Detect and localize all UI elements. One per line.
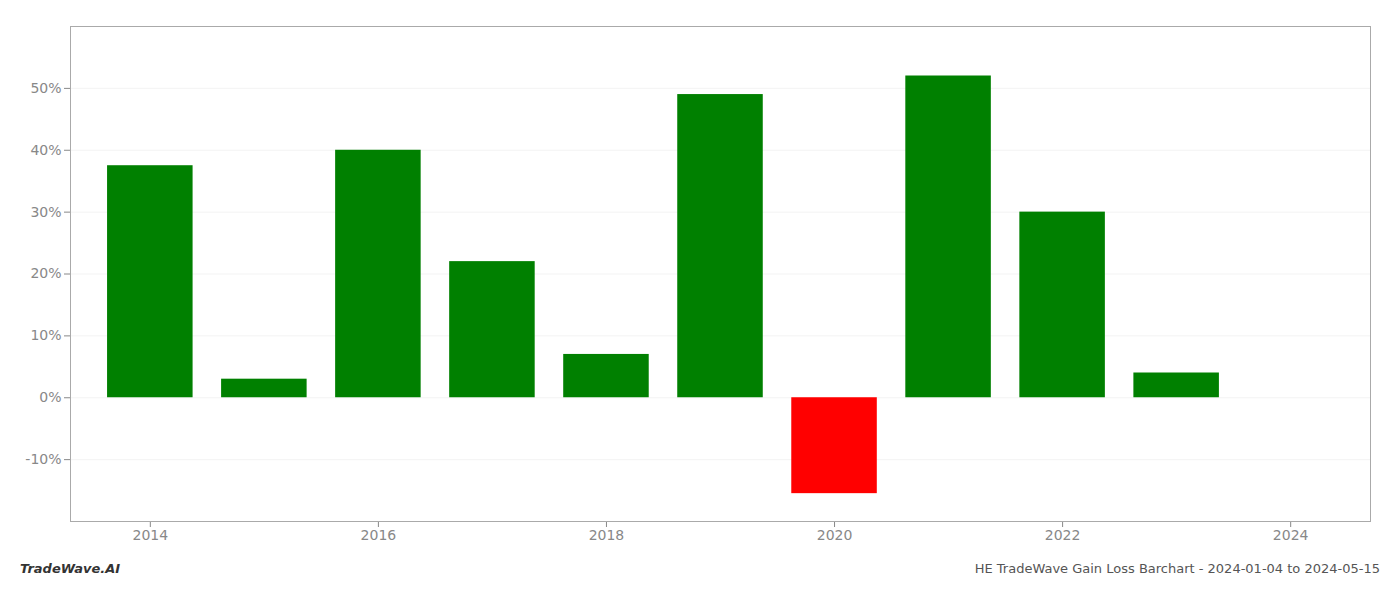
svg-text:0%: 0% [39, 389, 61, 405]
html-text:TradeWave.AI: TradeWave.AI [20, 561, 121, 576]
svg-text:2018: 2018 [589, 527, 625, 543]
svg-text:-10%: -10% [25, 451, 61, 467]
svg-text:10%: 10% [30, 327, 61, 343]
svg-text:2022: 2022 [1045, 527, 1081, 543]
svg-text:20%: 20% [30, 265, 61, 281]
svg-text:50%: 50% [30, 80, 61, 96]
svg-text:30%: 30% [30, 204, 61, 220]
svg-text:2014: 2014 [133, 527, 169, 543]
svg-text:2024: 2024 [1273, 527, 1309, 543]
svg-text:2016: 2016 [361, 527, 397, 543]
svg-text:40%: 40% [30, 142, 61, 158]
svg-text:2020: 2020 [817, 527, 853, 543]
html-text:HE TradeWave Gain Loss Barchar: HE TradeWave Gain Loss Barchart - 2024-0… [974, 561, 1380, 576]
